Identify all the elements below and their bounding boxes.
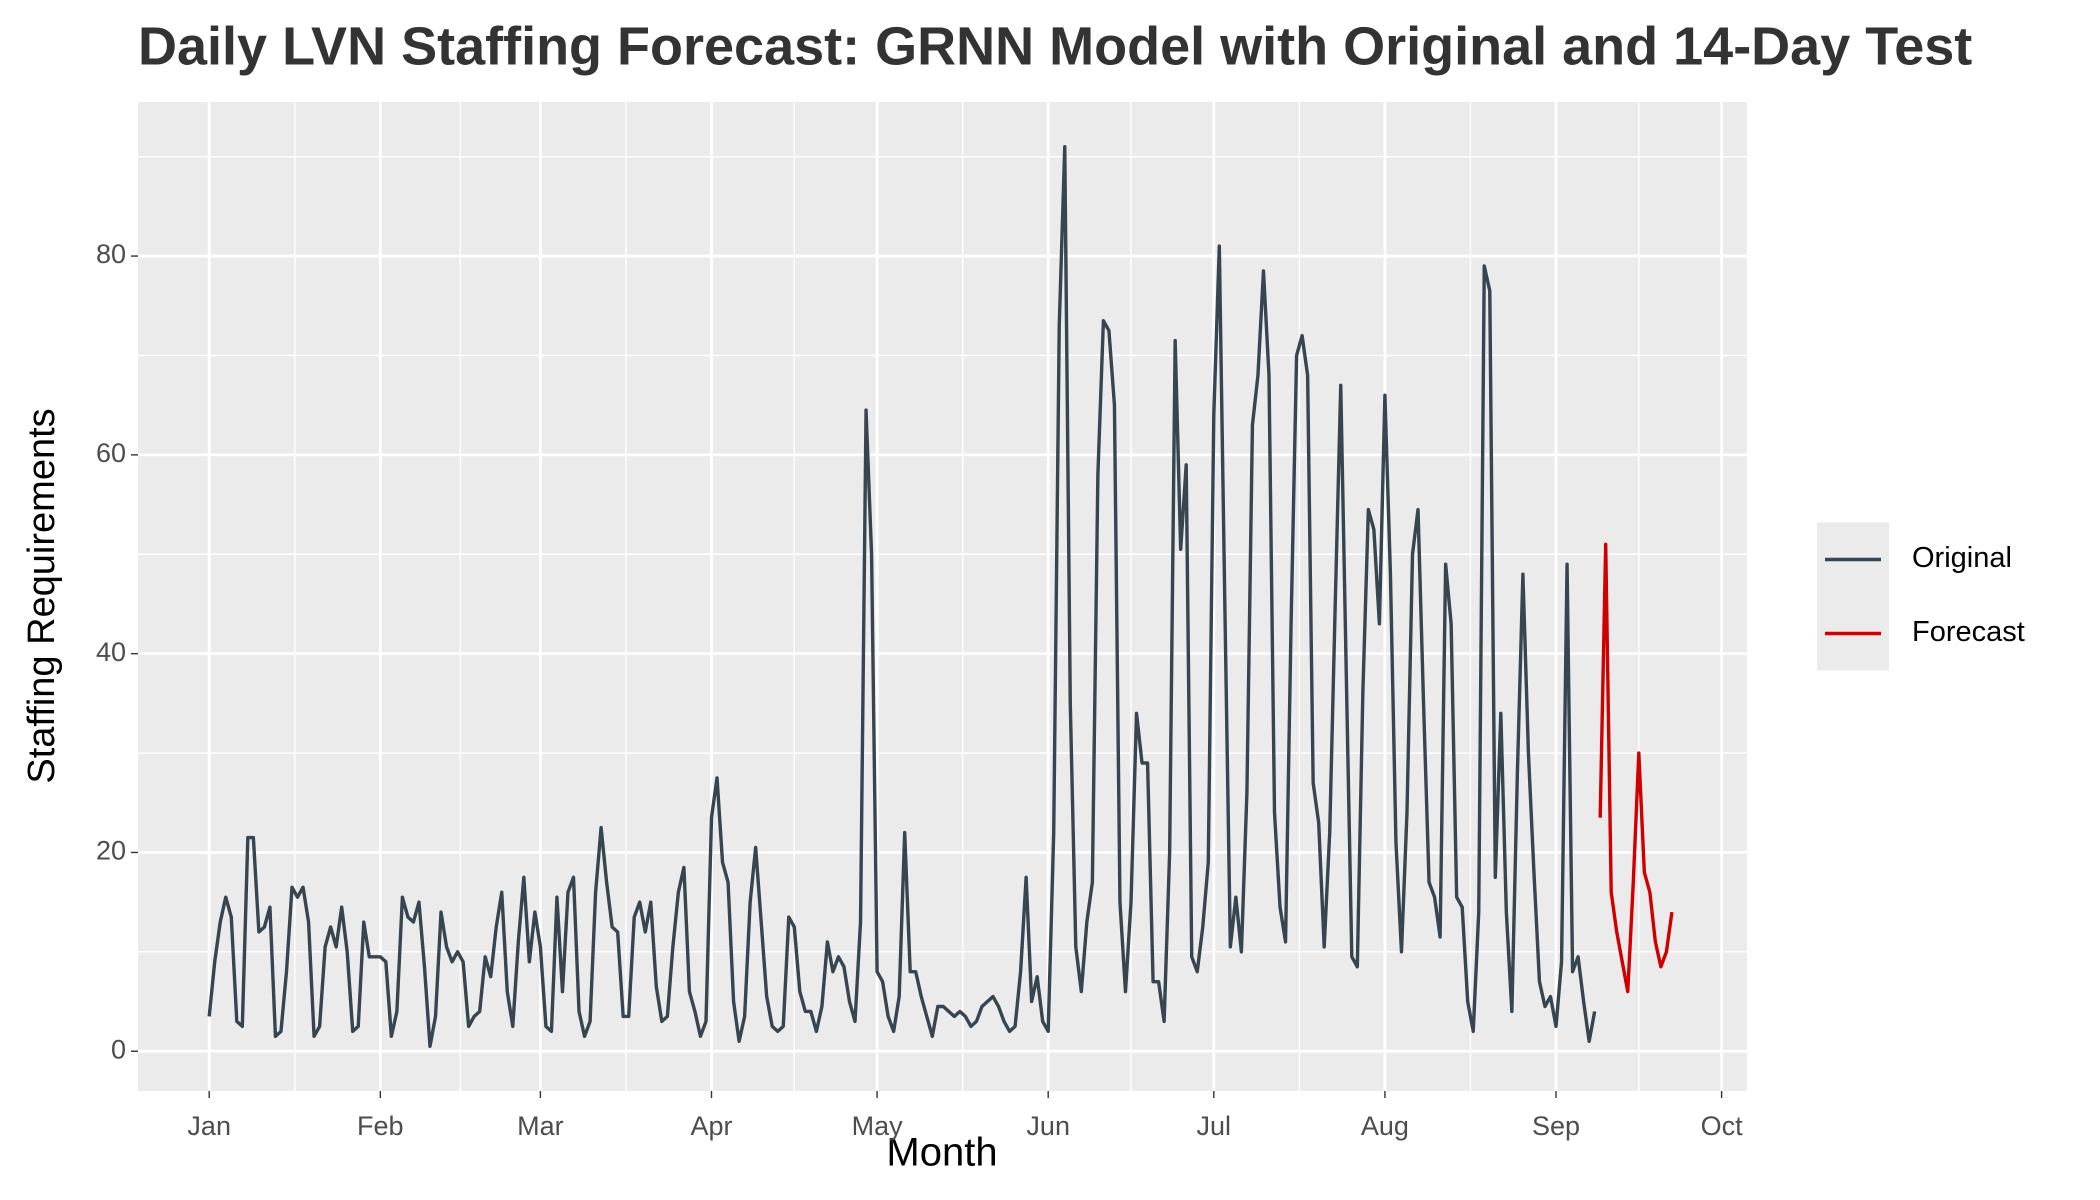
data-line [1598, 542, 1674, 994]
y-tick-label: 20 [96, 836, 126, 866]
chart-title: Daily LVN Staffing Forecast: GRNN Model … [138, 16, 1972, 76]
x-tick-label: Aug [1361, 1111, 1409, 1141]
x-axis-label: Month [886, 1131, 997, 1175]
x-tick-label: Feb [357, 1111, 404, 1141]
y-tick-label: 40 [96, 637, 126, 667]
x-tick-label: Apr [690, 1111, 732, 1141]
y-axis-label: Staffing Requirements [21, 408, 63, 783]
legend-label: Original [1912, 542, 2012, 574]
y-tick-label: 0 [111, 1034, 126, 1064]
x-tick-label: Mar [517, 1111, 564, 1141]
y-tick-label: 80 [96, 239, 126, 269]
legend-background [1817, 522, 1889, 671]
x-tick-label: Jun [1026, 1111, 1070, 1141]
x-tick-label: May [852, 1111, 904, 1141]
y-tick-label: 60 [96, 438, 126, 468]
legend-label: Forecast [1912, 616, 2025, 648]
x-tick-label: Oct [1701, 1111, 1744, 1141]
x-tick-label: Jan [187, 1111, 231, 1141]
data-line [207, 145, 1597, 1048]
x-tick-label: Sep [1532, 1111, 1580, 1141]
x-tick-label: Jul [1197, 1111, 1232, 1141]
